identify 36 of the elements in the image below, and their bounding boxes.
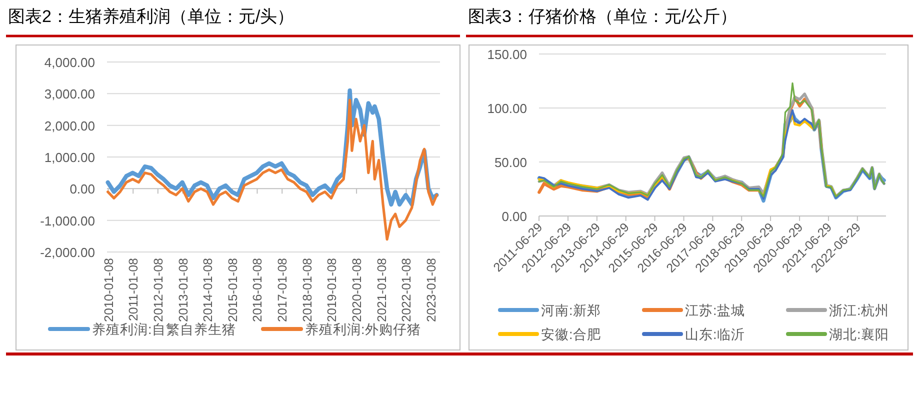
legend-label: 江苏:盐城 — [685, 303, 745, 318]
x-tick-label: 2019-01-08 — [325, 258, 340, 322]
legend-label: 安徽:合肥 — [541, 327, 601, 342]
x-tick-label: 2010-01-08 — [102, 258, 116, 322]
legend-label: 湖北:襄阳 — [829, 327, 889, 342]
x-tick-label: 2014-01-08 — [201, 258, 216, 322]
line-series — [106, 98, 438, 241]
x-tick-label: 2023-01-08 — [424, 258, 439, 322]
y-tick-label: 1,000.00 — [44, 150, 95, 165]
legend-label: 河南:新郑 — [541, 303, 601, 318]
legend-label: 养殖利润:外购仔猪 — [305, 322, 421, 337]
y-tick-label: 100.00 — [487, 101, 527, 116]
legend-label: 山东:临沂 — [685, 327, 745, 342]
x-tick-label: 2012-01-08 — [151, 258, 166, 322]
y-tick-label: -2,000.00 — [40, 245, 95, 260]
x-tick-label: 2011-01-08 — [126, 258, 141, 322]
y-tick-label: 0.00 — [70, 182, 95, 197]
y-tick-label: 4,000.00 — [44, 55, 95, 70]
y-tick-label: 50.00 — [494, 155, 527, 170]
chart-title: 图表3：仔猪价格（单位：元/公斤） — [468, 7, 738, 26]
x-tick-label: 2022-01-08 — [400, 258, 414, 322]
x-tick-label: 2018-01-08 — [300, 258, 314, 322]
x-tick-label: 2021-01-08 — [374, 258, 389, 322]
chart-title: 图表2：生猪养殖利润（单位：元/头） — [8, 7, 294, 26]
y-tick-label: 3,000.00 — [44, 86, 95, 102]
x-tick-label: 2016-01-08 — [250, 258, 265, 322]
x-tick-label: 2015-01-08 — [226, 258, 240, 322]
x-tick-label: 2020-01-08 — [350, 258, 364, 322]
x-tick-label: 2017-01-08 — [276, 258, 290, 322]
y-tick-label: 0.00 — [502, 209, 527, 224]
y-tick-label: 150.00 — [487, 47, 527, 62]
legend-label: 浙江:杭州 — [829, 303, 889, 318]
y-tick-label: -1,000.00 — [40, 213, 95, 228]
x-tick-label: 2013-01-08 — [176, 258, 190, 322]
y-tick-label: 2,000.00 — [44, 118, 95, 134]
legend-label: 养殖利润:自繁自养生猪 — [92, 322, 236, 337]
